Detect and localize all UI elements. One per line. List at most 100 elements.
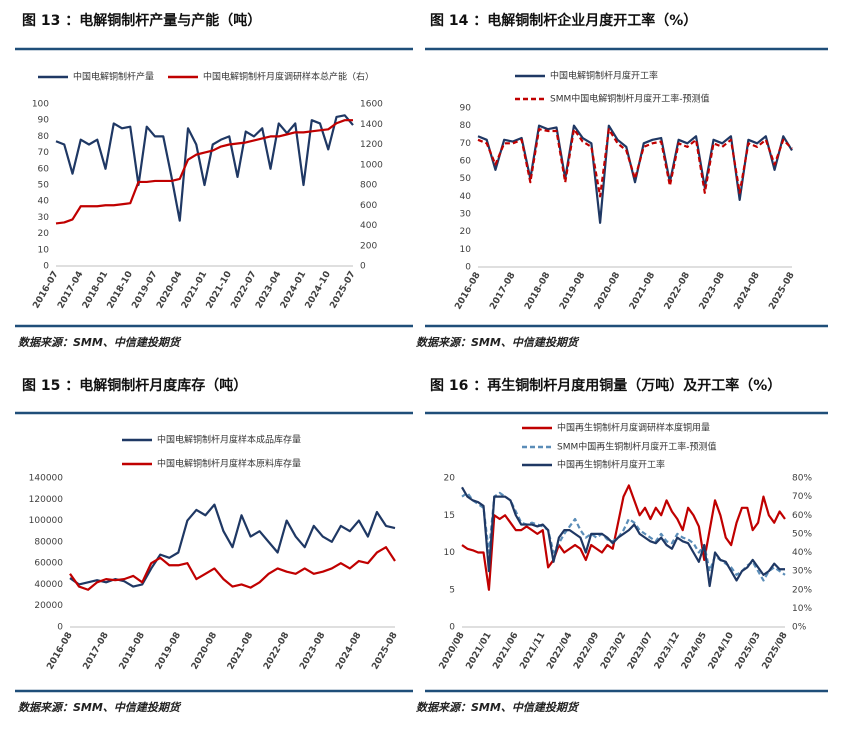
legend-label: 中国电解铜制杆产量 — [73, 71, 154, 83]
legend-label: 中国电解铜制杆月度开工率 — [550, 70, 658, 82]
y-tick-label: 70 — [38, 148, 50, 158]
y-tick-label: 50 — [38, 181, 50, 191]
y-tick-label: 60 — [460, 157, 472, 167]
y-tick-label: 120000 — [29, 495, 64, 505]
y2-tick-label: 60% — [792, 511, 812, 521]
series-line — [55, 114, 354, 222]
x-tick-label: 2021-08 — [628, 271, 657, 312]
x-tick-label: 2021-08 — [226, 631, 255, 672]
x-tick-label: 2024/05 — [680, 631, 709, 671]
series-line — [55, 119, 353, 225]
x-tick-label: 2021/11 — [518, 631, 547, 671]
x-tick-label: 2018-08 — [118, 631, 147, 672]
x-tick-label: 2025/03 — [734, 631, 763, 671]
x-tick-label: 2018-08 — [523, 271, 552, 312]
y-tick-label: 0 — [465, 263, 471, 273]
y-tick-label: 5 — [449, 585, 455, 595]
y-tick-label: 80 — [38, 132, 50, 142]
legend-label: SMM中国电解铜制杆月度开工率-预测值 — [550, 93, 710, 105]
source-note: 数据来源：SMM、中信建投期货 — [18, 701, 182, 714]
series-line — [461, 484, 786, 591]
y-tick-label: 30 — [38, 213, 50, 223]
y-tick-label: 80000 — [34, 537, 63, 547]
x-tick-label: 2020/08 — [438, 631, 467, 671]
chart-title: 图 16 ：再生铜制杆月度用铜量（万吨）及开工率（%） — [430, 377, 781, 394]
x-tick-label: 2023-08 — [698, 271, 727, 312]
y2-tick-label: 0 — [360, 262, 366, 272]
y2-tick-label: 1200 — [360, 140, 383, 150]
y-tick-label: 20000 — [34, 601, 63, 611]
series-line — [69, 546, 396, 591]
x-tick-label: 2023/12 — [653, 631, 682, 671]
y2-tick-label: 1000 — [360, 160, 383, 170]
y-tick-label: 0 — [57, 623, 63, 633]
y2-tick-label: 1400 — [360, 120, 383, 130]
y2-tick-label: 10% — [792, 604, 812, 614]
x-tick-label: 2023/07 — [626, 631, 655, 671]
y-tick-label: 100 — [32, 100, 49, 110]
source-note: 数据来源：SMM、中信建投期货 — [416, 701, 580, 714]
legend-label: 中国电解铜制杆月度调研样本总产能（右） — [203, 71, 374, 83]
source-note: 数据来源：SMM、中信建投期货 — [18, 336, 182, 349]
source-note: 数据来源：SMM、中信建投期货 — [416, 336, 580, 349]
y-tick-label: 10 — [444, 548, 456, 558]
legend-label: 中国再生铜制杆月度调研样本度铜用量 — [557, 422, 710, 434]
y-tick-label: 30 — [460, 210, 472, 220]
y2-tick-label: 30% — [792, 567, 812, 577]
y2-tick-label: 40% — [792, 548, 812, 558]
y-tick-label: 0 — [43, 262, 49, 272]
series-line — [477, 128, 793, 198]
y2-tick-label: 0% — [792, 623, 807, 633]
x-tick-label: 2023-08 — [298, 631, 327, 672]
y-tick-label: 140000 — [29, 474, 64, 484]
y2-tick-label: 50% — [792, 529, 812, 539]
x-tick-label: 2021/01 — [465, 631, 494, 671]
x-tick-label: 2022-08 — [663, 271, 692, 312]
x-tick-label: 2019-08 — [558, 271, 587, 312]
y-tick-label: 60 — [38, 164, 50, 174]
chart-title: 图 14 ：电解铜制杆企业月度开工率（%） — [430, 12, 697, 29]
y2-tick-label: 400 — [360, 221, 377, 231]
y2-tick-label: 80% — [792, 474, 812, 484]
y-tick-label: 60000 — [34, 559, 63, 569]
x-tick-label: 2025-07 — [328, 270, 357, 311]
legend-label: SMM中国再生铜制杆月度开工率-预测值 — [557, 441, 717, 453]
chart-title: 图 15 ：电解铜制杆月度库存（吨） — [22, 377, 247, 394]
y2-tick-label: 20% — [792, 585, 812, 595]
x-tick-label: 2022/04 — [545, 631, 574, 671]
y-tick-label: 80 — [460, 121, 472, 131]
x-tick-label: 2024-08 — [334, 631, 363, 672]
x-tick-label: 2016-08 — [453, 271, 482, 312]
y-tick-label: 70 — [460, 139, 472, 149]
y2-tick-label: 1600 — [360, 100, 383, 110]
x-tick-label: 2023/02 — [599, 631, 628, 671]
x-tick-label: 2022-08 — [262, 631, 291, 672]
y-tick-label: 15 — [444, 511, 455, 521]
y2-tick-label: 200 — [360, 241, 377, 251]
x-tick-label: 2024-08 — [733, 271, 762, 312]
y-tick-label: 20 — [38, 229, 50, 239]
y-tick-label: 50 — [460, 174, 472, 184]
y-tick-label: 100000 — [29, 516, 64, 526]
x-tick-label: 2021/06 — [491, 631, 520, 671]
x-tick-label: 2025-08 — [370, 631, 399, 672]
x-tick-label: 2025-08 — [767, 271, 796, 312]
x-tick-label: 2024/10 — [707, 631, 736, 671]
y-tick-label: 20 — [444, 474, 456, 484]
x-tick-label: 2017-08 — [82, 631, 111, 672]
x-tick-label: 2022/09 — [572, 631, 601, 671]
series-line — [477, 124, 793, 224]
legend-label: 中国再生铜制杆月度开工率 — [557, 459, 665, 471]
series-line — [69, 503, 396, 588]
y-tick-label: 40000 — [34, 580, 63, 590]
y-tick-label: 10 — [460, 245, 472, 255]
y2-tick-label: 70% — [792, 492, 812, 502]
y-tick-label: 10 — [38, 245, 50, 255]
series-line — [461, 486, 785, 588]
y-tick-label: 40 — [38, 197, 50, 207]
x-tick-label: 2020-08 — [593, 271, 622, 312]
x-tick-label: 2016-08 — [45, 631, 74, 672]
y2-tick-label: 800 — [360, 181, 377, 191]
legend-label: 中国电解铜制杆月度样本成品库存量 — [157, 434, 301, 446]
